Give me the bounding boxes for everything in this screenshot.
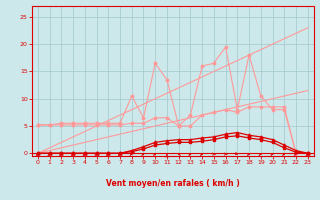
X-axis label: Vent moyen/en rafales ( km/h ): Vent moyen/en rafales ( km/h ) bbox=[106, 179, 240, 188]
